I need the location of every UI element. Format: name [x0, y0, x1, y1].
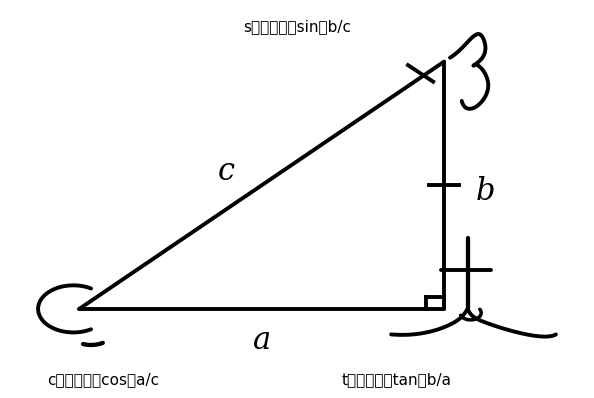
Text: tの筆記体　tanはb/a: tの筆記体 tanはb/a: [342, 372, 452, 387]
Text: a: a: [252, 325, 271, 356]
Text: sの筆記体　sinはb/c: sの筆記体 sinはb/c: [243, 19, 351, 34]
Text: c: c: [218, 156, 235, 187]
Text: cの筆記体　cosはa/c: cの筆記体 cosはa/c: [47, 372, 159, 387]
Text: b: b: [476, 176, 495, 207]
